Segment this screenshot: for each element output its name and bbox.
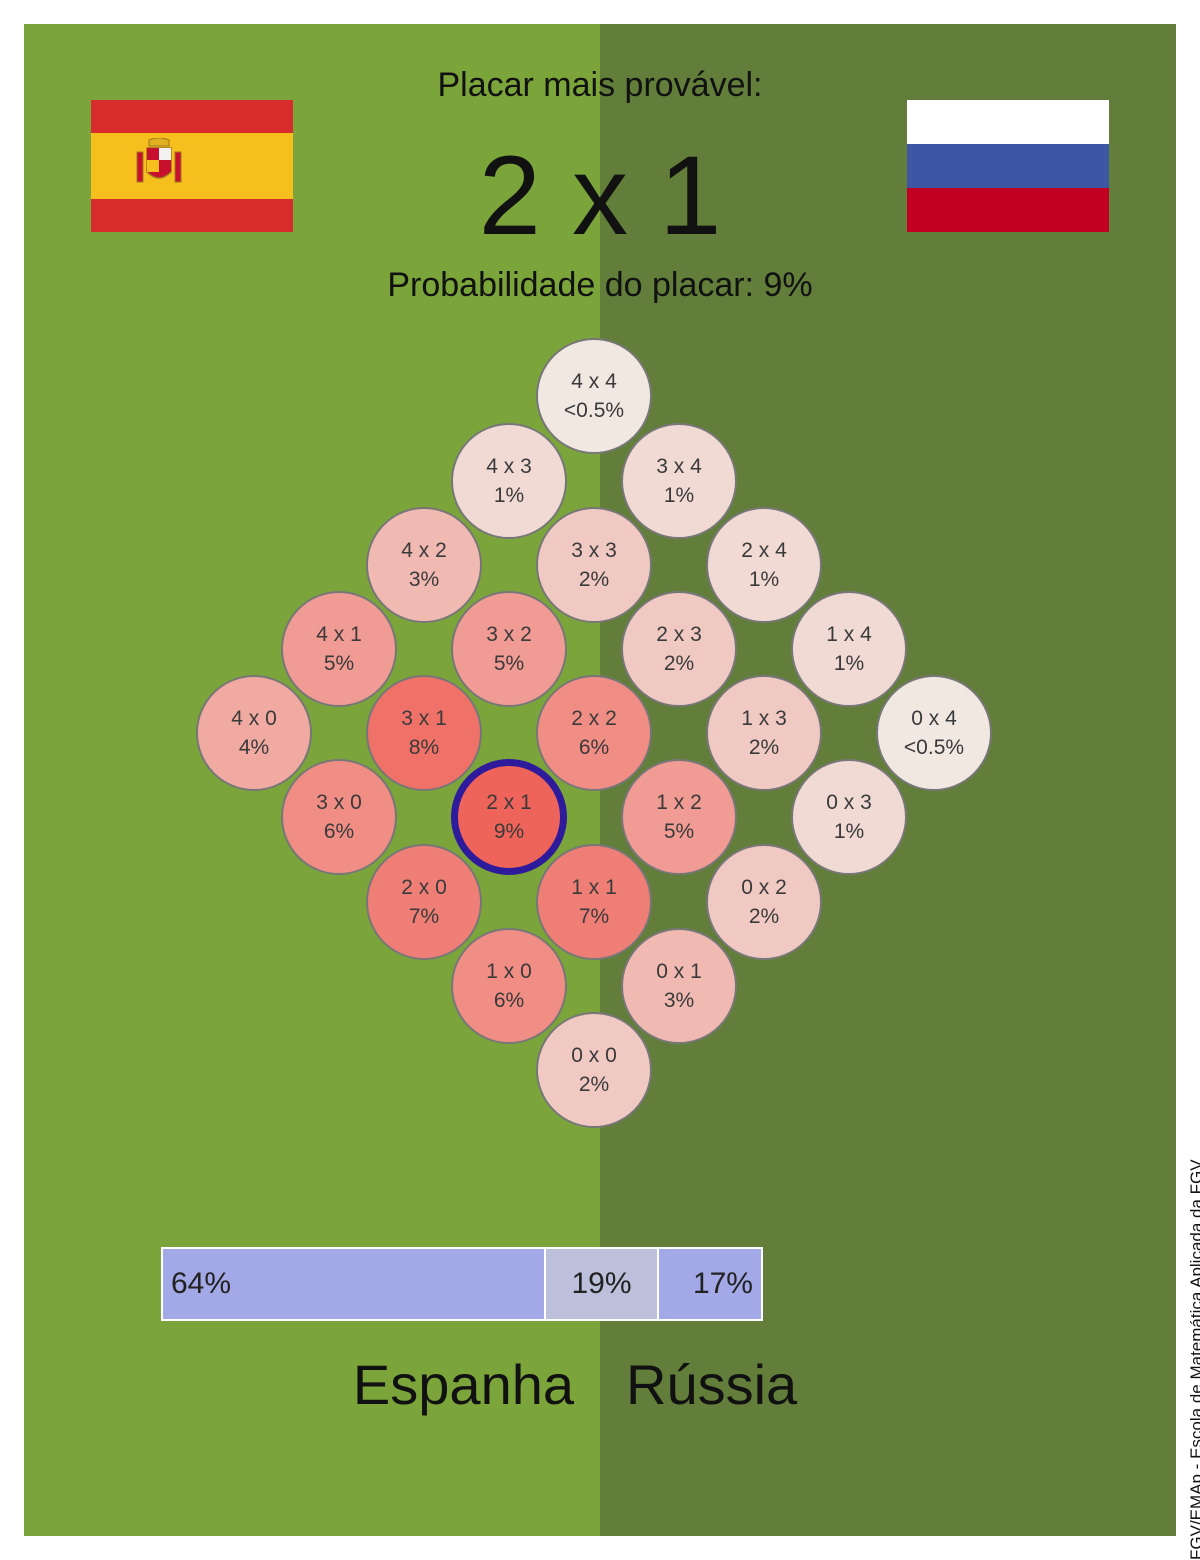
- score-cell-1-1: 1 x 1 7%: [536, 843, 652, 960]
- away-team-name: Rússia: [626, 1353, 798, 1416]
- credit-text: FGV/EMAp - Escola de Matemática Aplicada…: [1187, 1159, 1200, 1560]
- score-cell-probability: 5%: [493, 652, 525, 675]
- score-cell-0-2: 0 x 2 2%: [706, 843, 822, 960]
- score-cell-probability: 1%: [748, 567, 780, 591]
- score-cell-label: 0 x 0: [571, 1044, 617, 1067]
- score-cell-probability: 2%: [663, 652, 695, 675]
- score-cell-probability: 1%: [833, 820, 865, 844]
- score-cell-label: 2 x 3: [656, 623, 702, 646]
- score-cell-0-0: 0 x 0 2%: [536, 1012, 652, 1128]
- score-cell-probability: 1%: [663, 483, 695, 507]
- score-cell-1-4: 1 x 4 1%: [791, 591, 907, 707]
- score-cell-label: 4 x 4: [571, 370, 617, 394]
- russia-flag: [907, 100, 1109, 232]
- score-cell-label: 4 x 1: [316, 623, 362, 646]
- score-cell-probability: 8%: [408, 736, 440, 760]
- score-cell-probability: 1%: [833, 652, 865, 675]
- score-cell-2-3: 2 x 3 2%: [621, 591, 737, 707]
- outcome-probability-bar: 64% 19% 17%: [161, 1247, 763, 1321]
- score-cell-label: 3 x 0: [316, 791, 362, 815]
- score-cell-probability: <0.5%: [563, 399, 625, 423]
- score-cell-probability: 2%: [748, 904, 780, 928]
- score-cell-1-3: 1 x 3 2%: [706, 675, 822, 792]
- score-cell-3-3: 3 x 3 2%: [536, 506, 652, 623]
- draw-segment: 19%: [545, 1249, 660, 1319]
- score-cell-label: 1 x 3: [741, 707, 787, 731]
- score-cell-probability: 2%: [578, 567, 610, 591]
- score-cell-3-4: 3 x 4 1%: [621, 422, 737, 539]
- score-cell-probability: 5%: [663, 820, 695, 844]
- score-cell-label: 1 x 2: [656, 791, 702, 815]
- score-probability: Probabilidade do placar: 9%: [387, 266, 813, 304]
- score-cell-2-1: 2 x 1 9%: [451, 759, 567, 876]
- score-cell-2-4: 2 x 4 1%: [706, 506, 822, 623]
- score-cell-probability: 6%: [578, 736, 610, 760]
- score-cell-0-1: 0 x 1 3%: [621, 927, 737, 1044]
- score-cell-3-2: 3 x 2 5%: [451, 591, 567, 707]
- score-cell-label: 4 x 3: [486, 454, 532, 478]
- home-team-name: Espanha: [352, 1353, 574, 1416]
- score-cell-label: 0 x 3: [826, 791, 872, 815]
- headline: Placar mais provável:: [437, 66, 763, 104]
- score-cell-label: 3 x 2: [486, 623, 532, 646]
- score-cell-probability: 7%: [408, 904, 440, 928]
- score-cell-4-3: 4 x 3 1%: [451, 422, 567, 539]
- score-cell-3-0: 3 x 0 6%: [281, 759, 397, 876]
- score-cell-label: 4 x 0: [231, 707, 277, 731]
- score-cell-label: 3 x 4: [656, 454, 702, 478]
- home-win-segment: 64%: [163, 1249, 546, 1319]
- score-cell-1-0: 1 x 0 6%: [451, 927, 567, 1044]
- score-cell-probability: 4%: [238, 736, 270, 760]
- score-cell-3-1: 3 x 1 8%: [366, 675, 482, 792]
- most-likely-score: 2 x 1: [478, 133, 722, 258]
- score-cell-label: 1 x 0: [486, 959, 532, 983]
- score-cell-label: 2 x 4: [741, 538, 787, 562]
- score-cell-label: 1 x 1: [571, 875, 617, 899]
- score-cell-label: 3 x 1: [401, 707, 447, 731]
- score-cell-probability: 9%: [493, 820, 525, 844]
- score-cell-label: 2 x 0: [401, 875, 447, 899]
- score-cell-label: 3 x 3: [571, 538, 617, 562]
- score-cell-4-1: 4 x 1 5%: [281, 591, 397, 707]
- score-cell-probability: <0.5%: [903, 736, 965, 760]
- score-cell-probability: 3%: [408, 567, 440, 591]
- score-cell-label: 2 x 2: [571, 707, 617, 731]
- spain-flag: [91, 100, 293, 232]
- score-cell-probability: 5%: [323, 652, 355, 675]
- score-cell-label: 0 x 2: [741, 875, 787, 899]
- score-cell-0-3: 0 x 3 1%: [791, 759, 907, 876]
- score-cell-label: 1 x 4: [826, 623, 872, 646]
- score-cell-label: 2 x 1: [486, 791, 532, 815]
- score-cell-label: 4 x 2: [401, 538, 447, 562]
- score-cell-probability: 2%: [578, 1073, 610, 1096]
- spain-coat-of-arms-icon: [136, 138, 182, 183]
- score-cell-label: 0 x 1: [656, 959, 702, 983]
- score-cell-probability: 3%: [663, 988, 695, 1012]
- score-cell-probability: 7%: [578, 904, 610, 928]
- score-cell-4-0: 4 x 0 4%: [196, 675, 312, 792]
- score-cell-4-2: 4 x 2 3%: [366, 506, 482, 623]
- score-cell-probability: 6%: [493, 988, 525, 1012]
- score-cell-2-2: 2 x 2 6%: [536, 675, 652, 792]
- score-cell-probability: 6%: [323, 820, 355, 844]
- score-cell-4-4: 4 x 4 <0.5%: [536, 338, 652, 455]
- score-cell-label: 0 x 4: [911, 707, 957, 731]
- away-win-segment: 17%: [659, 1249, 761, 1319]
- score-cell-1-2: 1 x 2 5%: [621, 759, 737, 876]
- score-cell-probability: 2%: [748, 736, 780, 760]
- score-cell-2-0: 2 x 0 7%: [366, 843, 482, 960]
- score-cell-probability: 1%: [493, 483, 525, 507]
- score-cell-0-4: 0 x 4 <0.5%: [876, 675, 992, 792]
